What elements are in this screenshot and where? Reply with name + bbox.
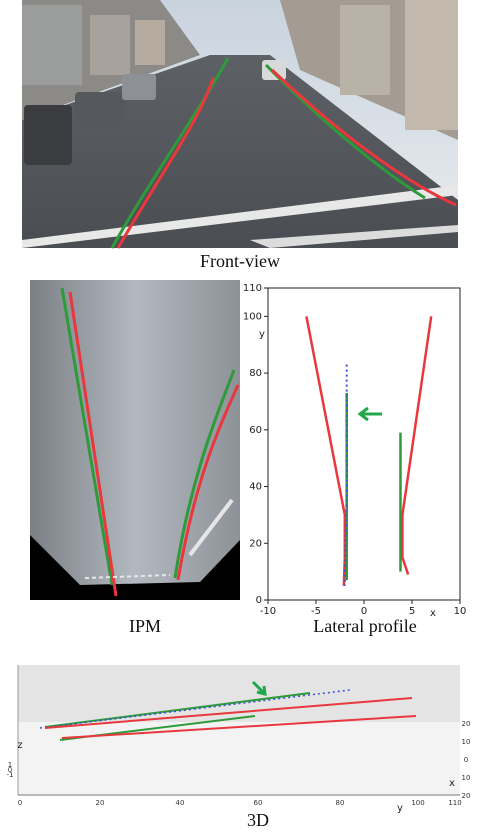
z-tick-label-3d: 0 — [8, 766, 12, 774]
y-tick-label-3d: 20 — [96, 799, 105, 807]
y-tick-label: 80 — [249, 368, 262, 379]
caption-front-view: Front-view — [200, 251, 280, 271]
x-tick-label: 10 — [454, 606, 467, 617]
lane-line — [343, 364, 348, 586]
y-tick-label-3d: 0 — [18, 799, 22, 807]
z-tick-label-3d: -1 — [7, 771, 14, 779]
y-axis-label: y — [259, 329, 265, 340]
y-tick-label: 110 — [243, 283, 262, 294]
y-tick-label: 60 — [249, 425, 262, 436]
caption-ipm: IPM — [129, 616, 161, 636]
x-tick-label: 0 — [361, 606, 367, 617]
annotation-arrow — [357, 406, 382, 422]
lane-line — [401, 316, 433, 575]
y-tick-label: 40 — [249, 482, 262, 493]
y-tick-label-3d: 110 — [448, 799, 461, 807]
y-tick-label-3d: 100 — [411, 799, 424, 807]
x-tick-label-3d: 0 — [464, 756, 468, 764]
z-axis-label-3d: z — [17, 740, 22, 751]
x-axis-label-3d: x — [449, 778, 455, 789]
caption-lateral-profile: Lateral profile — [313, 616, 416, 636]
caption-3d: 3D — [247, 810, 269, 830]
front-view-image — [22, 0, 458, 249]
ipm-image — [30, 280, 240, 600]
x-tick-label: -5 — [311, 606, 321, 617]
y-axis-label-3d: y — [397, 803, 403, 814]
x-tick-label: -10 — [260, 606, 276, 617]
y-tick-label-3d: 60 — [254, 799, 263, 807]
y-tick-label: 0 — [256, 595, 262, 606]
x-tick-label-3d: 20 — [462, 720, 471, 728]
x-axis-label: x — [430, 608, 436, 619]
lane-line — [305, 316, 347, 586]
y-tick-label: 20 — [249, 538, 262, 549]
x-tick-label-3d: 20 — [462, 792, 471, 800]
x-tick-label-3d: 10 — [462, 774, 471, 782]
x-tick-label: 5 — [409, 606, 415, 617]
y-tick-label: 100 — [243, 311, 262, 322]
y-tick-label-3d: 40 — [176, 799, 185, 807]
x-tick-label-3d: 10 — [462, 738, 471, 746]
z-tick-label-3d: 1 — [8, 761, 12, 769]
y-tick-label-3d: 80 — [336, 799, 345, 807]
